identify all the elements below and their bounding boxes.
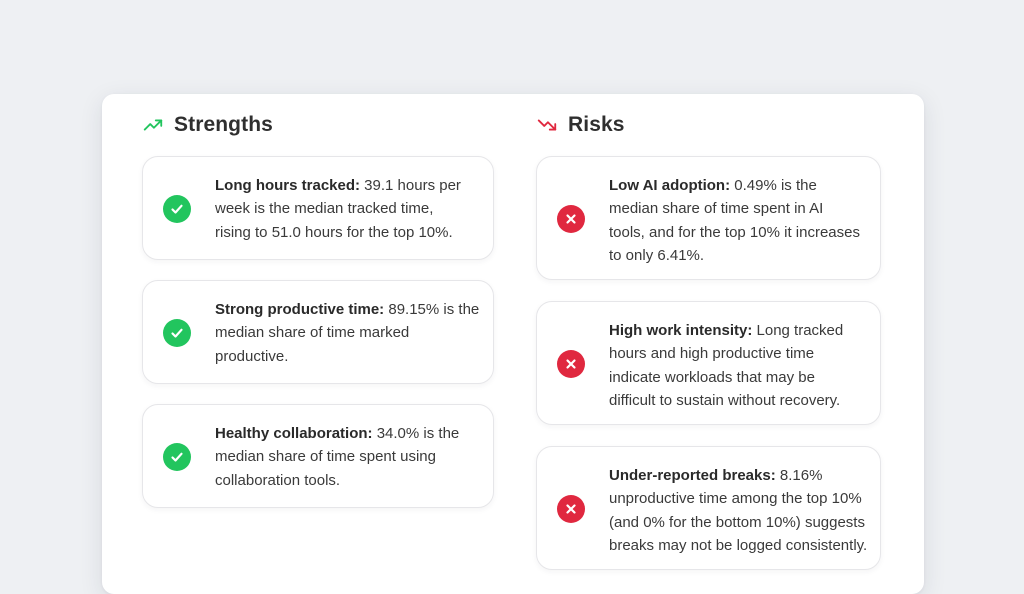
strengths-header: Strengths <box>142 112 273 138</box>
strength-card-hours: Long hours tracked: 39.1 hours per week … <box>142 156 494 260</box>
x-circle-icon <box>557 205 585 233</box>
check-circle-icon <box>163 319 191 347</box>
strength-label: Strong productive time: <box>215 301 385 318</box>
check-circle-icon <box>163 443 191 471</box>
strength-text: Strong productive time: 89.15% is the me… <box>215 301 480 365</box>
strength-card-productive: Strong productive time: 89.15% is the me… <box>142 280 494 384</box>
risk-label: Under-reported breaks: <box>609 467 776 484</box>
insights-panel: Strengths Long hours tracked: 39.1 hours… <box>102 94 924 594</box>
risk-card-work-intensity: High work intensity: Long tracked hours … <box>536 301 881 425</box>
trending-down-icon <box>536 114 558 136</box>
risk-text: Under-reported breaks: 8.16% unproductiv… <box>609 467 868 555</box>
risks-title: Risks <box>568 113 625 136</box>
strength-label: Healthy collaboration: <box>215 425 373 442</box>
strength-text: Healthy collaboration: 34.0% is the medi… <box>215 425 460 489</box>
risk-label: Low AI adoption: <box>609 177 731 194</box>
x-circle-icon <box>557 350 585 378</box>
check-circle-icon <box>163 195 191 223</box>
risk-card-ai-adoption: Low AI adoption: 0.49% is the median sha… <box>536 156 881 280</box>
risks-header: Risks <box>536 112 625 138</box>
x-circle-icon <box>557 495 585 523</box>
strength-text: Long hours tracked: 39.1 hours per week … <box>215 177 461 241</box>
strength-card-collaboration: Healthy collaboration: 34.0% is the medi… <box>142 404 494 508</box>
risk-text: High work intensity: Long tracked hours … <box>609 322 844 410</box>
trending-up-icon <box>142 114 164 136</box>
risk-text: Low AI adoption: 0.49% is the median sha… <box>609 177 860 265</box>
risk-card-breaks: Under-reported breaks: 8.16% unproductiv… <box>536 446 881 570</box>
strength-label: Long hours tracked: <box>215 177 361 194</box>
risk-label: High work intensity: <box>609 322 753 339</box>
strengths-title: Strengths <box>174 113 273 136</box>
